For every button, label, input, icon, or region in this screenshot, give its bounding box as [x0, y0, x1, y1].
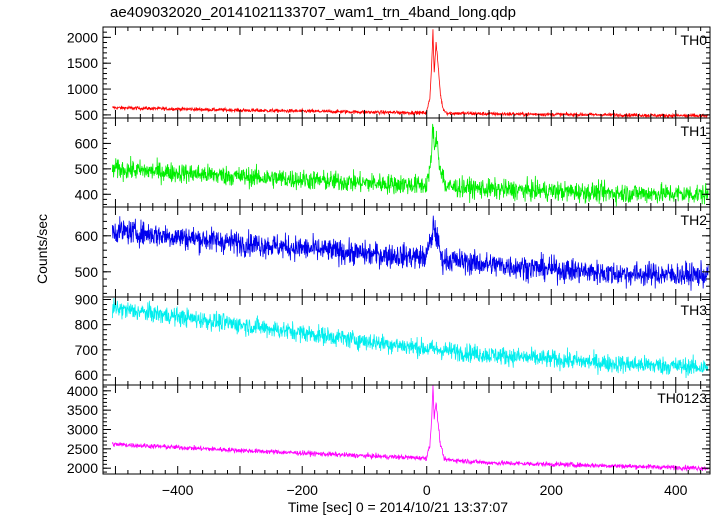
series-line-th2	[111, 215, 709, 291]
panel-label-th3: TH3	[681, 302, 708, 318]
y-tick-label: 3000	[67, 422, 98, 438]
y-tick-label: 600	[75, 367, 99, 383]
y-tick-label: 600	[75, 135, 99, 151]
y-tick-label: 2500	[67, 441, 98, 457]
panel-frame-th3	[102, 296, 711, 386]
y-tick-label: 700	[75, 342, 99, 358]
x-axis-label: Time [sec] 0 = 2014/10/21 13:37:07	[288, 499, 508, 515]
y-tick-label: 1500	[67, 55, 98, 71]
panel-th1: 400 500 600 TH1	[75, 117, 711, 208]
panel-th3: 600 700 800 900 TH3	[75, 292, 711, 386]
series-line-th3	[111, 298, 709, 378]
x-tick-label: −200	[286, 482, 318, 498]
panel-label-th2: TH2	[681, 212, 708, 228]
series-line-th0	[112, 29, 709, 119]
y-tick-label: 500	[75, 107, 99, 123]
y-tick-label: 4000	[67, 383, 98, 399]
panel-frame-th0	[102, 26, 711, 119]
y-tick-label: 800	[75, 317, 99, 333]
series-line-th0123	[111, 385, 709, 472]
chart-title: ae409032020_20141021133707_wam1_trn_4ban…	[110, 4, 516, 21]
y-tick-label: 400	[75, 186, 99, 202]
y-tick-label: 2000	[67, 29, 98, 45]
y-axis-label: Counts/sec	[34, 214, 50, 284]
panel-label-th0: TH0	[681, 32, 708, 48]
panel-label-th1: TH1	[681, 123, 708, 139]
y-tick-label: 600	[75, 228, 99, 244]
x-tick-label: −400	[162, 482, 194, 498]
panel-th0: 500 1000 1500 2000 TH0	[67, 26, 711, 123]
series-line-th1	[111, 123, 709, 207]
panel-th2: 500 600 TH2	[75, 206, 711, 298]
y-tick-label: 1000	[67, 81, 98, 97]
x-tick-label: 0	[423, 482, 431, 498]
y-tick-label: 500	[75, 161, 99, 177]
x-tick-label: 200	[540, 482, 564, 498]
panel-th0123: 2000 2500 3000 3500 4000 TH0123	[67, 383, 711, 476]
x-axis: −400 −200 0 200 400	[162, 482, 688, 498]
panel-frame-th0123	[102, 384, 711, 475]
y-tick-label: 3500	[67, 402, 98, 418]
y-tick-label: 500	[75, 264, 99, 280]
y-tick-label: 900	[75, 292, 99, 308]
x-tick-label: 400	[664, 482, 688, 498]
y-tick-label: 2000	[67, 460, 98, 476]
panel-label-th0123: TH0123	[657, 390, 707, 406]
panels-group: 500 1000 1500 2000 TH0 400 500 600 TH1 500 600 TH2 6…	[67, 26, 711, 476]
